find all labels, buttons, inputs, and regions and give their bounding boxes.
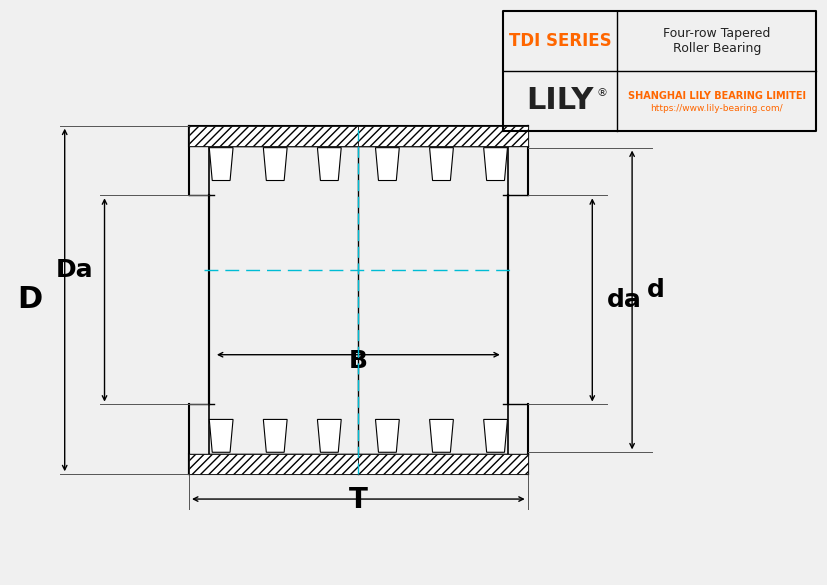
Bar [189,455,358,474]
Polygon shape [375,147,399,181]
Polygon shape [317,147,341,181]
Text: Da: Da [55,258,93,282]
Text: B: B [348,349,367,373]
Bar [189,126,358,146]
Polygon shape [429,419,453,452]
Polygon shape [209,147,232,181]
Polygon shape [429,147,453,181]
Text: https://www.lily-bearing.com/: https://www.lily-bearing.com/ [650,104,782,113]
Polygon shape [483,147,507,181]
Text: ®: ® [595,88,606,98]
Polygon shape [263,147,287,181]
Text: d: d [646,278,664,302]
Text: T: T [348,486,367,514]
Text: da: da [606,288,641,312]
Text: LILY: LILY [526,87,593,115]
Polygon shape [375,419,399,452]
Polygon shape [209,419,232,452]
Polygon shape [317,419,341,452]
Bar [358,455,527,474]
Text: TDI SERIES: TDI SERIES [508,32,610,50]
Bar [358,126,527,146]
Text: SHANGHAI LILY BEARING LIMITEI: SHANGHAI LILY BEARING LIMITEI [627,91,805,101]
Polygon shape [263,419,287,452]
Text: D: D [17,285,42,315]
Polygon shape [483,419,507,452]
Text: Four-row Tapered
Roller Bearing: Four-row Tapered Roller Bearing [662,27,769,55]
